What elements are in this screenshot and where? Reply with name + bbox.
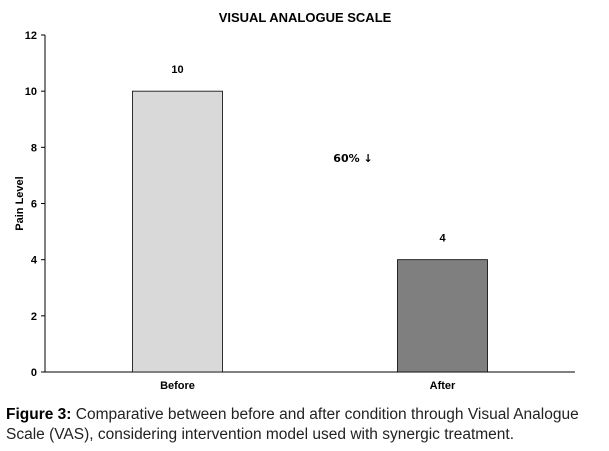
- y-tick-label: 0: [31, 367, 37, 379]
- bar-chart: VISUAL ANALOGUE SCALE Pain Level 0 2 4 6 8 10…: [14, 10, 575, 392]
- reduction-annotation: 60% ↓: [333, 152, 372, 165]
- chart-container: VISUAL ANALOGUE SCALE Pain Level 0 2 4 6 8 10…: [14, 10, 575, 392]
- y-tick-label: 2: [31, 311, 37, 323]
- y-axis-ticks: 0 2 4 6 8 10 12: [25, 30, 45, 379]
- figure-caption: Figure 3: Comparative between before and…: [6, 405, 604, 445]
- bars-group: [132, 90, 488, 373]
- data-label-after: 4: [439, 233, 446, 245]
- bar-after: [397, 259, 488, 373]
- y-tick-label: 12: [25, 30, 37, 42]
- y-tick-label: 6: [31, 199, 37, 211]
- caption-text: Comparative between before and after con…: [6, 406, 579, 443]
- category-label-after: After: [430, 380, 456, 392]
- y-tick-label: 4: [31, 255, 38, 267]
- labels-group: 10 Before 4 After: [160, 64, 456, 392]
- y-tick-label: 10: [25, 86, 37, 98]
- bar-before: [132, 90, 223, 373]
- chart-title: VISUAL ANALOGUE SCALE: [219, 10, 392, 25]
- caption-label: Figure 3:: [6, 406, 72, 423]
- category-label-before: Before: [160, 380, 195, 392]
- y-tick-label: 8: [31, 142, 37, 154]
- data-label-before: 10: [171, 64, 183, 76]
- y-axis-title: Pain Level: [14, 176, 26, 230]
